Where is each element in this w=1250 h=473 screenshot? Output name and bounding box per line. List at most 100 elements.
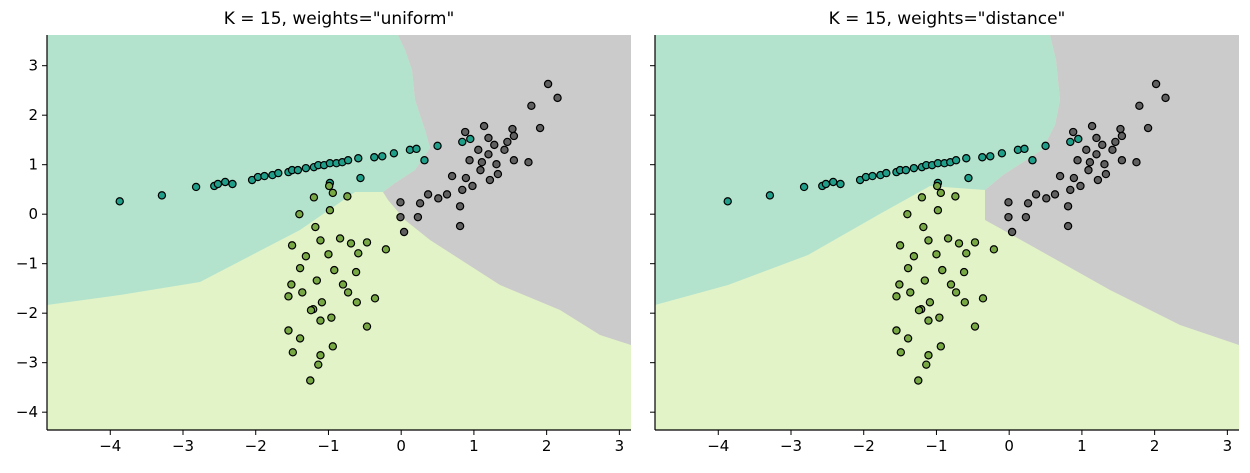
- point: [288, 348, 298, 357]
- point: [338, 280, 348, 289]
- point: [553, 93, 562, 103]
- point: [115, 197, 124, 206]
- x-tick-label: 1: [469, 437, 479, 455]
- point: [356, 173, 365, 183]
- point: [954, 239, 964, 248]
- point: [412, 144, 421, 154]
- point: [524, 158, 533, 167]
- point: [1108, 145, 1117, 155]
- point: [466, 134, 475, 144]
- point: [389, 149, 399, 158]
- point: [306, 306, 316, 315]
- point: [828, 177, 838, 187]
- point: [882, 168, 891, 178]
- point: [468, 181, 477, 191]
- point: [317, 298, 327, 307]
- point: [324, 250, 333, 259]
- point: [901, 165, 911, 175]
- point: [997, 149, 1007, 158]
- point: [924, 351, 933, 360]
- point: [1069, 173, 1079, 183]
- point: [895, 280, 904, 289]
- point: [946, 280, 956, 289]
- point: [892, 326, 901, 335]
- point: [490, 140, 499, 150]
- point: [346, 239, 356, 248]
- point: [978, 153, 987, 162]
- point: [508, 124, 517, 134]
- point: [228, 179, 237, 189]
- point: [1063, 221, 1073, 231]
- y-tick-label: 0: [28, 205, 38, 223]
- point: [1074, 134, 1083, 144]
- point: [442, 190, 452, 199]
- point: [312, 276, 322, 285]
- point: [1042, 194, 1051, 203]
- point: [213, 179, 223, 189]
- point: [919, 222, 928, 232]
- point: [316, 236, 325, 245]
- region-gray: [383, 35, 631, 345]
- point: [932, 181, 942, 191]
- point: [989, 245, 999, 254]
- point: [1084, 165, 1093, 175]
- point: [354, 249, 363, 258]
- point: [543, 79, 553, 89]
- point: [447, 171, 457, 181]
- point: [765, 191, 775, 200]
- point: [1085, 158, 1095, 167]
- y-tick-label: 2: [28, 106, 38, 124]
- point: [924, 236, 933, 245]
- point: [903, 209, 912, 219]
- point: [509, 131, 519, 141]
- y-tick-label: −2: [16, 304, 38, 322]
- point: [938, 265, 947, 275]
- point: [328, 188, 338, 198]
- point: [314, 360, 323, 369]
- point: [1087, 121, 1097, 131]
- point: [821, 179, 831, 189]
- point: [1082, 145, 1091, 155]
- point: [1007, 227, 1017, 237]
- point: [960, 298, 970, 307]
- point: [1004, 212, 1013, 222]
- point: [343, 192, 352, 201]
- x-tick-label: −1: [925, 437, 947, 455]
- point: [1135, 101, 1144, 110]
- point: [460, 127, 470, 137]
- point: [284, 326, 293, 335]
- point: [301, 252, 311, 261]
- point: [1117, 156, 1127, 165]
- y-tick-label: 3: [28, 57, 38, 75]
- point: [474, 145, 483, 155]
- point: [354, 154, 363, 163]
- y-tick-label: −1: [16, 255, 38, 273]
- point: [723, 197, 732, 206]
- point: [868, 171, 877, 181]
- point: [1055, 171, 1065, 181]
- point: [936, 342, 946, 351]
- point: [836, 179, 845, 189]
- point: [892, 292, 901, 301]
- point: [413, 212, 423, 222]
- point: [1111, 137, 1120, 147]
- point: [370, 153, 379, 162]
- point: [914, 376, 923, 385]
- point: [484, 133, 493, 143]
- point: [301, 163, 311, 173]
- point: [476, 165, 485, 175]
- point: [906, 288, 915, 297]
- x-tick-label: −2: [245, 437, 267, 455]
- x-tick-label: 0: [1004, 437, 1014, 455]
- point: [325, 206, 335, 215]
- y-tick-label: −4: [16, 403, 38, 421]
- point: [399, 227, 409, 237]
- point: [500, 145, 509, 155]
- point: [455, 221, 465, 231]
- x-tick-label: 3: [1223, 437, 1233, 455]
- point: [1004, 198, 1013, 207]
- point: [1093, 175, 1103, 185]
- point: [527, 101, 536, 110]
- x-tick-label: −4: [99, 437, 121, 455]
